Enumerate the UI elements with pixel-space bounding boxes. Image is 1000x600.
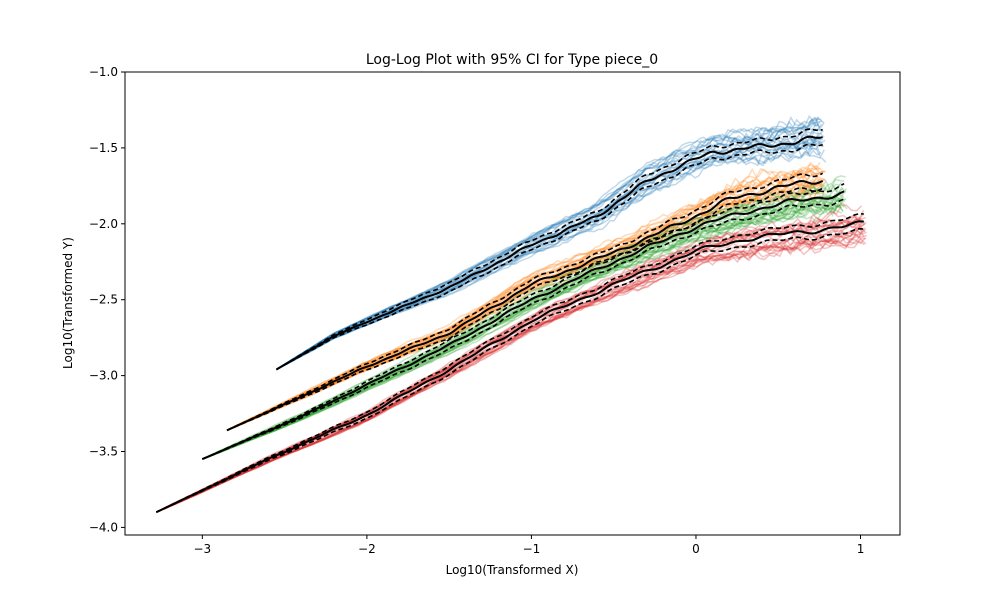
mean-ci-layer — [155, 128, 864, 514]
x-tick-label: 1 — [857, 542, 865, 556]
y-tick-label: −3.0 — [89, 369, 118, 383]
y-tick-label: −1.5 — [89, 141, 118, 155]
trajectory-line — [226, 175, 827, 431]
trajectory-line — [275, 118, 821, 371]
ci-upper-line — [155, 212, 864, 513]
y-tick-label: −4.0 — [89, 520, 118, 534]
trajectory-line — [201, 186, 847, 460]
ci-lower-line — [155, 227, 864, 513]
mean-line — [275, 135, 823, 371]
trajectory-line — [276, 137, 824, 371]
trajectory-line — [202, 191, 840, 460]
trajectory-line — [202, 201, 848, 460]
trajectory-line — [276, 146, 825, 371]
trajectory-line — [226, 164, 821, 431]
y-tick-label: −2.5 — [89, 293, 118, 307]
trajectory-line — [275, 121, 825, 371]
trajectory-line — [156, 224, 865, 513]
trajectory-line — [156, 231, 867, 513]
trajectory-line — [202, 200, 842, 460]
mean-line — [226, 179, 824, 432]
trajectory-line — [226, 167, 825, 431]
trajectory-line — [226, 161, 820, 431]
trajectory-line — [276, 145, 822, 371]
trajectory-line — [155, 209, 865, 513]
ci-upper-line — [226, 172, 824, 432]
y-axis-ticks: −4.0 −3.5 −3.0 −2.5 −2.0 −1.5 −1.0 — [89, 65, 125, 534]
chart-title: Log-Log Plot with 95% CI for Type piece_… — [366, 52, 658, 68]
trajectory-line — [202, 201, 844, 460]
x-axis-label: Log10(Transformed X) — [446, 563, 579, 577]
trajectory-line — [226, 170, 821, 431]
trajectory-line — [202, 203, 842, 460]
y-axis-label: Log10(Transformed Y) — [61, 237, 75, 369]
trajectory-line — [275, 117, 825, 371]
trajectory-line — [156, 237, 867, 513]
trajectory-line — [275, 115, 823, 371]
ci-lower-line — [276, 143, 823, 371]
trajectory-line — [156, 233, 866, 513]
trajectory-line — [155, 234, 867, 513]
x-axis-ticks: −3 −2 −1 0 1 — [193, 535, 864, 556]
trajectory-line — [275, 114, 821, 371]
trajectory-line — [202, 203, 844, 460]
ci-upper-line — [201, 182, 845, 460]
trajectory-line — [276, 136, 824, 371]
trajectory-line — [226, 166, 826, 431]
y-tick-label: −3.5 — [89, 445, 118, 459]
x-tick-label: 0 — [692, 542, 700, 556]
x-tick-label: −3 — [193, 542, 211, 556]
trajectory-line — [156, 233, 867, 513]
mean-line — [201, 190, 845, 461]
x-tick-label: −1 — [523, 542, 541, 556]
ci-lower-line — [226, 186, 824, 432]
plot-frame — [124, 71, 901, 536]
x-tick-label: −2 — [358, 542, 376, 556]
trajectory-line — [276, 150, 827, 371]
trajectory-line — [276, 140, 821, 371]
trajectory-line — [275, 123, 823, 371]
trajectory-line — [226, 164, 823, 431]
trajectory-line — [275, 119, 822, 371]
trajectory-line — [226, 161, 821, 431]
mean-line — [155, 220, 864, 514]
y-tick-label: −2.0 — [89, 217, 118, 231]
trajectory-line — [201, 178, 845, 460]
trajectory-line — [276, 116, 820, 371]
trajectory-line — [202, 206, 843, 460]
ci-upper-line — [275, 128, 823, 371]
ci-lower-line — [201, 198, 845, 460]
trajectory-line — [226, 169, 824, 431]
y-tick-label: −1.0 — [89, 65, 118, 79]
